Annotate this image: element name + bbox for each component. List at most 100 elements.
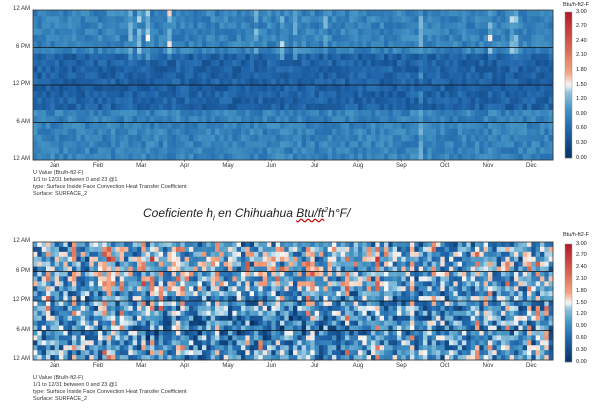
heatmap-cell (189, 320, 194, 326)
heatmap-cell (236, 153, 242, 161)
heatmap-cell (85, 266, 90, 272)
heatmap-cell (54, 301, 60, 307)
heatmap-cell (89, 110, 95, 117)
heatmap-cell (189, 330, 194, 336)
heatmap-cell (202, 335, 207, 341)
heatmap-cell (323, 310, 329, 317)
heatmap-cell (475, 85, 480, 92)
heatmap-cell (124, 122, 129, 130)
heatmap-cell (362, 60, 368, 67)
heatmap-cell (297, 286, 303, 292)
heatmap-cell (332, 242, 337, 248)
heatmap-cell (106, 116, 112, 123)
heatmap-cell (119, 266, 125, 272)
heatmap-cell (336, 16, 342, 23)
heatmap-cell (358, 53, 363, 61)
heatmap-cell (72, 22, 77, 30)
heatmap-cell (327, 296, 333, 302)
heatmap-cell (349, 147, 355, 155)
heatmap-cell (462, 110, 467, 117)
heatmap-cell (258, 122, 264, 130)
heatmap-cell (215, 325, 220, 331)
heatmap-cell (518, 128, 524, 136)
heatmap-cell (167, 276, 173, 282)
heatmap-cell (349, 301, 355, 307)
heatmap-cell (301, 350, 307, 356)
heatmap-cell (254, 47, 259, 55)
heatmap-cell (375, 291, 381, 297)
heatmap-cell (202, 53, 207, 61)
heatmap-cell (72, 256, 77, 263)
heatmap-cell (254, 271, 259, 277)
heatmap-cell (440, 16, 446, 23)
heatmap-cell (405, 135, 411, 142)
heatmap-cell (297, 28, 303, 36)
heatmap-cell (284, 35, 290, 42)
heatmap-cell (197, 122, 203, 130)
heatmap-cell (384, 85, 389, 92)
heatmap-cell (176, 60, 181, 67)
heatmap-cell (145, 47, 151, 55)
heatmap-cell (423, 103, 428, 111)
heatmap-cell (37, 286, 43, 292)
heatmap-cell (85, 141, 90, 148)
heatmap-cell (150, 350, 155, 356)
heatmap-cell (427, 53, 433, 61)
heatmap-cell (115, 242, 121, 248)
heatmap-cell (262, 66, 268, 73)
heatmap-cell (67, 315, 73, 322)
heatmap-cell (362, 325, 368, 331)
heatmap-cell (310, 85, 316, 92)
heatmap-cell (80, 271, 86, 277)
heatmap-cell (115, 66, 121, 73)
heatmap-cell (379, 35, 385, 42)
heatmap-cell (89, 66, 95, 73)
y-tick-label: 6 PM (15, 43, 30, 50)
heatmap-cell (349, 325, 355, 331)
heatmap-cell (527, 60, 532, 67)
heatmap-cell (444, 10, 450, 17)
heatmap-cell (540, 53, 545, 61)
heatmap-cell (37, 85, 43, 92)
heatmap-cell (414, 53, 420, 61)
heatmap-cell (310, 281, 316, 287)
heatmap-cell (397, 72, 402, 80)
heatmap-cell (440, 122, 446, 130)
heatmap-cell (440, 72, 446, 80)
heatmap-cell (449, 53, 454, 61)
heatmap-cell (280, 60, 285, 67)
heatmap-cell (340, 128, 346, 136)
heatmap-cell (262, 256, 268, 263)
heatmap-cell (479, 35, 485, 42)
heatmap-cell (362, 315, 368, 322)
heatmap-cell (245, 128, 251, 136)
heatmap-cell (340, 242, 346, 248)
heatmap-cell (423, 91, 428, 98)
heatmap-cell (33, 266, 38, 272)
heatmap-cell (41, 35, 47, 42)
heatmap-cell (115, 301, 121, 307)
heatmap-cell (215, 78, 220, 86)
heatmap-cell (215, 122, 220, 130)
heatmap-cell (249, 41, 255, 48)
heatmap-cell (206, 10, 212, 17)
heatmap-cell (544, 153, 550, 161)
heatmap-cell (180, 72, 186, 80)
heatmap-cell (119, 345, 125, 351)
heatmap-cell (314, 276, 320, 282)
heatmap-cell (371, 335, 376, 341)
heatmap-cell (54, 296, 60, 302)
heatmap-cell (176, 246, 181, 253)
heatmap-cell (232, 22, 238, 30)
heatmap-cell (310, 266, 316, 272)
heatmap-cell (388, 251, 394, 258)
heatmap-cell (401, 22, 407, 30)
heatmap-cell (340, 276, 346, 282)
heatmap-cell (401, 16, 407, 23)
heatmap-cell (457, 60, 463, 67)
heatmap-cell (384, 53, 389, 61)
heatmap-cell (392, 242, 398, 248)
heatmap-cell (33, 153, 38, 161)
heatmap-cell (236, 22, 242, 30)
heatmap-cell (392, 60, 398, 67)
